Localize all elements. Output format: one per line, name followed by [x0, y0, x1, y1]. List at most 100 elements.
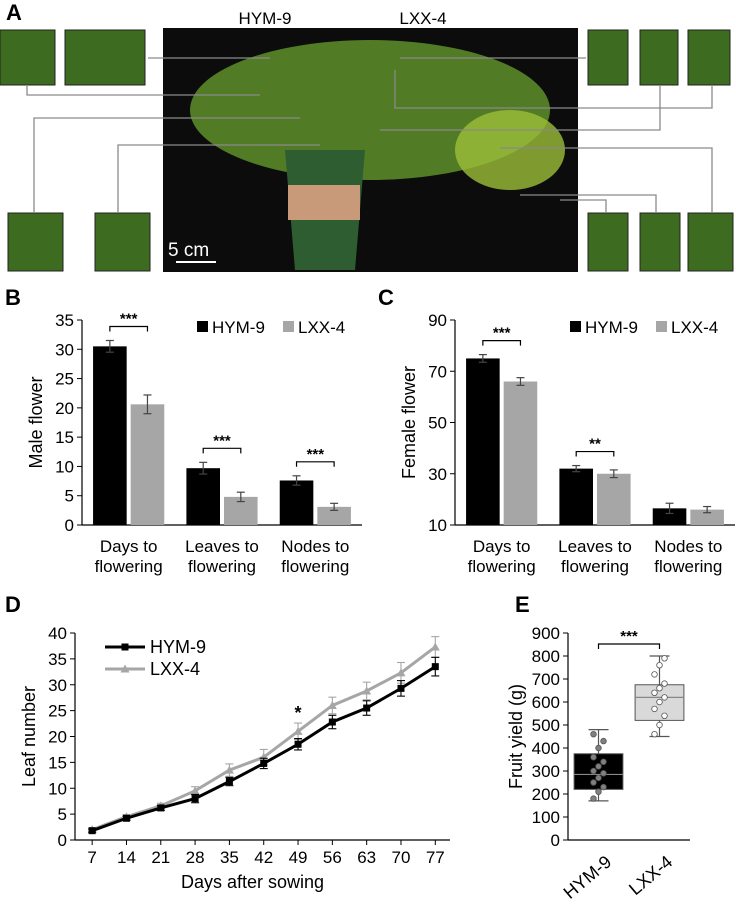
point — [595, 774, 602, 782]
y-axis-label: Female flower — [399, 366, 419, 479]
point — [397, 684, 405, 692]
y-tick-label: 600 — [532, 693, 560, 712]
thumbnails — [0, 29, 734, 272]
x-tick-label: 7 — [87, 848, 96, 867]
point — [590, 795, 597, 802]
error-bar — [199, 461, 208, 475]
y-tick-label: 0 — [58, 831, 67, 850]
error-bar — [572, 464, 581, 473]
point — [225, 778, 233, 786]
significance-bracket — [597, 643, 661, 649]
thumbnail — [7, 212, 64, 272]
y-tick-label: 500 — [532, 716, 560, 735]
bar — [317, 506, 351, 525]
y-axis-label: Male flower — [26, 376, 46, 468]
error-bar — [143, 394, 152, 415]
leaves — [455, 110, 565, 190]
x-tick-label: 14 — [117, 848, 136, 867]
bar — [652, 508, 687, 525]
legend-swatch — [656, 321, 667, 332]
y-tick-label: 15 — [48, 753, 67, 772]
point — [595, 763, 602, 770]
y-tick-label: 25 — [48, 702, 67, 721]
point — [157, 804, 165, 812]
legend-label: HYM-9 — [212, 318, 265, 337]
point — [661, 694, 668, 701]
error-bar — [292, 475, 301, 486]
annotation: * — [295, 703, 302, 723]
point — [191, 795, 199, 803]
point — [661, 680, 668, 687]
thumbnail — [639, 29, 679, 86]
point — [224, 765, 234, 774]
point — [590, 767, 597, 775]
bar — [690, 509, 724, 525]
y-tick-label: 5 — [65, 487, 74, 506]
plant-label: HYM-9 — [239, 9, 292, 28]
thumbnail — [687, 29, 731, 86]
scale-label: 5 cm — [168, 240, 209, 261]
x-tick-label: 42 — [254, 848, 273, 867]
legend-label: LXX-4 — [671, 318, 718, 337]
y-tick-label: 30 — [48, 676, 67, 695]
y-tick-label: 30 — [55, 340, 74, 359]
point — [595, 788, 602, 795]
error-bar — [516, 377, 525, 386]
x-tick-label: Nodes to flowering — [281, 537, 350, 576]
point — [122, 814, 130, 822]
significance: *** — [307, 446, 325, 463]
bar — [597, 473, 631, 525]
y-axis-label: Leaf number — [19, 686, 39, 787]
thumbnail — [94, 212, 151, 272]
point — [656, 662, 663, 669]
point — [651, 731, 658, 738]
point — [590, 754, 597, 761]
significance-bracket — [109, 325, 149, 332]
point — [651, 689, 658, 696]
thumbnail — [587, 29, 629, 86]
x-tick-label: LXX-4 — [625, 852, 676, 899]
significance-bracket — [295, 461, 335, 467]
x-tick-label: 56 — [323, 848, 342, 867]
y-tick-label: 0 — [65, 516, 74, 535]
legend-label: HYM-9 — [585, 318, 638, 337]
y-tick-label: 20 — [48, 728, 67, 747]
x-tick-label: Nodes to flowering — [654, 537, 723, 576]
point — [362, 686, 372, 695]
point — [293, 726, 303, 735]
x-tick-label: Leaves to flowering — [558, 537, 632, 576]
x-tick-label: Days to flowering — [94, 537, 163, 576]
bar — [559, 468, 593, 525]
box — [573, 753, 624, 790]
y-tick-label: 25 — [55, 370, 74, 389]
legend-swatch — [197, 321, 208, 332]
pot-label — [288, 185, 360, 220]
line — [91, 665, 437, 833]
bar — [93, 346, 127, 525]
significance: *** — [213, 432, 231, 449]
point — [190, 786, 200, 795]
y-tick-label: 20 — [55, 399, 74, 418]
x-tick-label: 28 — [186, 848, 205, 867]
x-tick-label: 49 — [289, 848, 308, 867]
point — [600, 737, 607, 745]
y-tick-label: 35 — [55, 311, 74, 330]
y-tick-label: 200 — [532, 785, 560, 804]
y-tick-label: 10 — [48, 779, 67, 798]
point — [590, 779, 597, 786]
point — [656, 698, 663, 706]
bar — [279, 480, 314, 525]
bar — [186, 468, 220, 525]
y-tick-label: 10 — [428, 516, 447, 535]
error-bar — [236, 491, 245, 503]
x-tick-label: HYM-9 — [560, 852, 616, 903]
point — [661, 712, 668, 719]
significance-bracket — [202, 447, 242, 454]
arrows — [26, 57, 713, 212]
y-tick-label: 700 — [532, 670, 560, 689]
error-bar — [330, 502, 339, 511]
thumbnail — [639, 212, 681, 272]
point — [363, 704, 371, 712]
x-tick-label: Leaves to flowering — [185, 537, 259, 576]
